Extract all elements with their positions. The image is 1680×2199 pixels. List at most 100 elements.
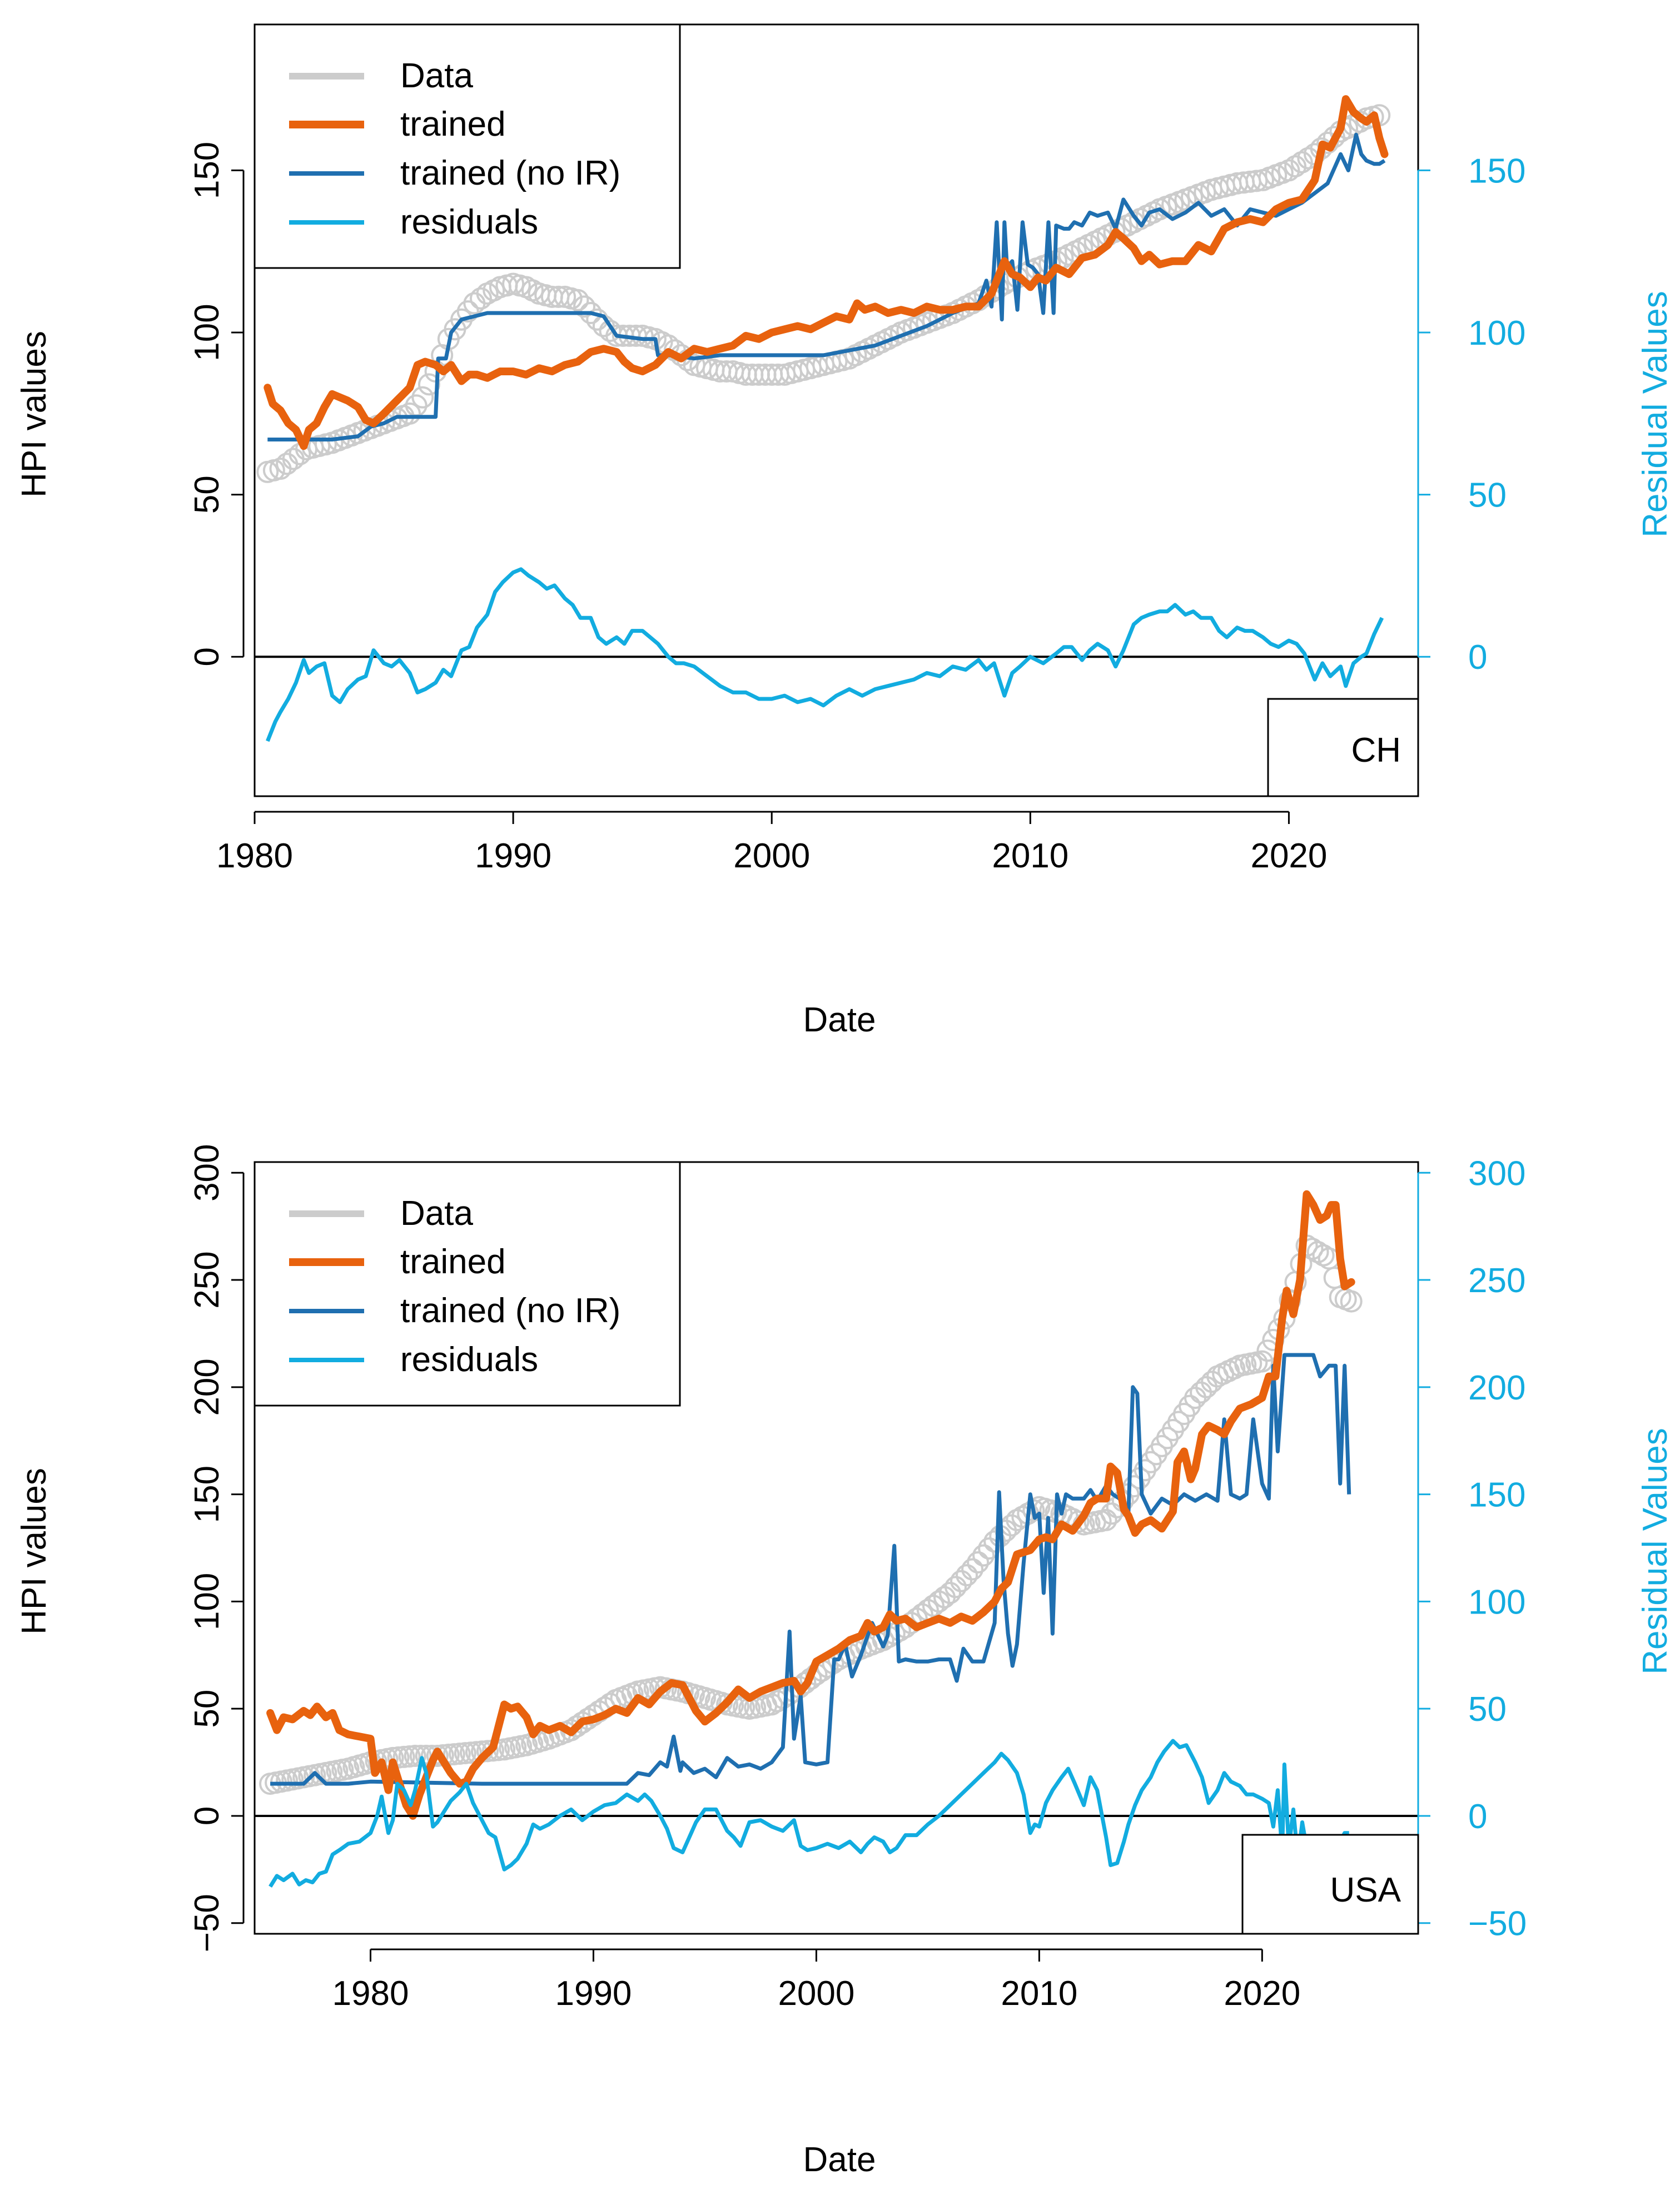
series-trained-ch xyxy=(264,95,1389,450)
y2-axis-title-usa: Residual Values xyxy=(1636,1428,1674,1674)
y2-tick-label: 100 xyxy=(1468,1583,1525,1621)
x-axis-title-ch: Date xyxy=(803,1001,876,1039)
data-point xyxy=(945,1576,967,1599)
legend-label-trained: trained xyxy=(400,1243,506,1281)
data-point xyxy=(950,1570,973,1592)
data-point xyxy=(1306,1240,1329,1263)
data-point xyxy=(1251,1350,1274,1373)
legend-ch: Data trained trained (no IR) residuals xyxy=(254,23,681,269)
data-point xyxy=(456,300,479,323)
data-point xyxy=(469,287,492,310)
series-trained-no-ir-usa xyxy=(270,1353,1351,1786)
x-tick-label: 2000 xyxy=(733,837,810,875)
data-point xyxy=(1316,131,1339,154)
country-box-ch: CH xyxy=(1267,698,1419,797)
data-point xyxy=(972,1544,995,1567)
line-trained-no-ir xyxy=(270,1353,1351,1786)
panel-ch: 1980 1990 2000 2010 2020 0 50 100 150 0 50 100 150 D… xyxy=(15,23,1674,1039)
data-point xyxy=(1100,1502,1123,1525)
x-tick-label: 2010 xyxy=(1001,1974,1077,2013)
data-point xyxy=(1201,1371,1224,1393)
y2-tick-label: 200 xyxy=(1468,1369,1525,1407)
country-label-usa: USA xyxy=(1330,1871,1401,1909)
y-tick-label: 50 xyxy=(188,475,226,514)
y-tick-label: 100 xyxy=(188,1573,226,1630)
y2-tick-label: 300 xyxy=(1468,1154,1525,1193)
y-tick-label: 200 xyxy=(188,1358,226,1416)
axes-ch: 1980 1990 2000 2010 2020 0 50 100 150 0 50 100 150 xyxy=(188,23,1525,875)
line-residuals xyxy=(266,567,1384,742)
x-tick-label: 2020 xyxy=(1250,837,1327,875)
x-axis-title-usa: Date xyxy=(803,2141,876,2179)
data-point xyxy=(927,1590,950,1613)
y2-tick-label: 0 xyxy=(1468,1798,1487,1836)
y-tick-label: 0 xyxy=(188,1806,226,1825)
data-point xyxy=(1278,159,1300,182)
y-tick-label: 300 xyxy=(188,1144,226,1202)
y-tick-label: −50 xyxy=(188,1894,226,1952)
data-point xyxy=(399,402,421,425)
line-trained xyxy=(266,1190,1355,1820)
country-label-ch: CH xyxy=(1351,731,1401,770)
data-point xyxy=(1011,1506,1034,1528)
y2-tick-label: 150 xyxy=(1468,152,1525,190)
y-tick-label: 50 xyxy=(188,1690,226,1728)
y-tick-label: 150 xyxy=(188,1466,226,1523)
y2-tick-label: 100 xyxy=(1468,314,1525,353)
x-tick-label: 2010 xyxy=(992,837,1068,875)
y2-tick-label: 50 xyxy=(1468,476,1507,515)
y2-tick-label: 0 xyxy=(1468,638,1487,677)
y2-axis-title-ch: Residual Values xyxy=(1636,291,1674,537)
y2-tick-label: 150 xyxy=(1468,1476,1525,1515)
data-point xyxy=(417,373,440,396)
y-tick-label: 150 xyxy=(188,142,226,199)
legend-label-data: Data xyxy=(400,1194,473,1233)
legend-usa: Data trained trained (no IR) residuals xyxy=(254,1161,681,1407)
data-point xyxy=(573,295,596,318)
line-trained-no-ir xyxy=(267,132,1386,441)
x-tick-label: 1980 xyxy=(332,1974,409,2013)
y-axis-title-ch: HPI values xyxy=(15,331,53,498)
legend-label-trained-no-ir: trained (no IR) xyxy=(400,1292,620,1330)
line-residuals xyxy=(269,1739,1349,1888)
data-point xyxy=(761,1693,783,1716)
data-point xyxy=(1095,1508,1117,1531)
series-trained-no-ir-ch xyxy=(267,132,1386,441)
data-point xyxy=(450,308,473,331)
data-point xyxy=(1290,151,1313,173)
axes-usa: 1980 1990 2000 2010 2020−5005010015020025030… xyxy=(188,1144,1527,2013)
legend-label-trained-no-ir: trained (no IR) xyxy=(400,154,620,192)
data-point xyxy=(1022,1499,1045,1522)
x-tick-label: 1990 xyxy=(555,1974,632,2013)
x-tick-label: 2020 xyxy=(1224,1974,1300,2013)
data-point xyxy=(1340,1290,1363,1313)
y2-tick-label: 250 xyxy=(1468,1262,1525,1300)
y-tick-label: 250 xyxy=(188,1251,226,1308)
y-axis-title-usa: HPI values xyxy=(15,1468,53,1635)
series-trained-usa xyxy=(266,1190,1355,1820)
line-trained xyxy=(264,95,1389,450)
data-point xyxy=(1284,155,1307,178)
x-tick-label: 1980 xyxy=(216,837,293,875)
data-point xyxy=(967,1551,990,1574)
series-data-ch xyxy=(256,104,1391,483)
x-tick-label: 1990 xyxy=(475,837,551,875)
y2-tick-label: 50 xyxy=(1468,1690,1507,1729)
data-point xyxy=(566,289,589,311)
data-point xyxy=(938,1581,961,1604)
country-box-usa: USA xyxy=(1241,1834,1419,1935)
data-point xyxy=(961,1558,984,1581)
legend-label-residuals: residuals xyxy=(400,1341,538,1379)
data-point xyxy=(956,1564,978,1587)
y2-tick-label: −50 xyxy=(1468,1905,1527,1943)
legend-label-residuals: residuals xyxy=(400,203,538,241)
legend-label-trained: trained xyxy=(400,105,506,143)
legend-label-data: Data xyxy=(400,57,473,95)
series-residuals-ch xyxy=(266,567,1384,742)
panel-usa: 1980 1990 2000 2010 2020−5005010015020025030… xyxy=(15,1144,1674,2179)
data-point xyxy=(404,1744,426,1767)
data-point xyxy=(411,386,434,409)
y-tick-label: 0 xyxy=(188,647,226,666)
x-tick-label: 2000 xyxy=(778,1974,854,2013)
